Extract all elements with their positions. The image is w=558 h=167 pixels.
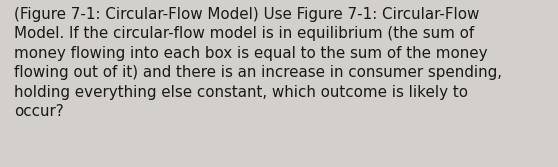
Text: (Figure 7-1: Circular-Flow Model) Use Figure 7-1: Circular-Flow
Model. If the ci: (Figure 7-1: Circular-Flow Model) Use Fi… bbox=[14, 7, 502, 119]
